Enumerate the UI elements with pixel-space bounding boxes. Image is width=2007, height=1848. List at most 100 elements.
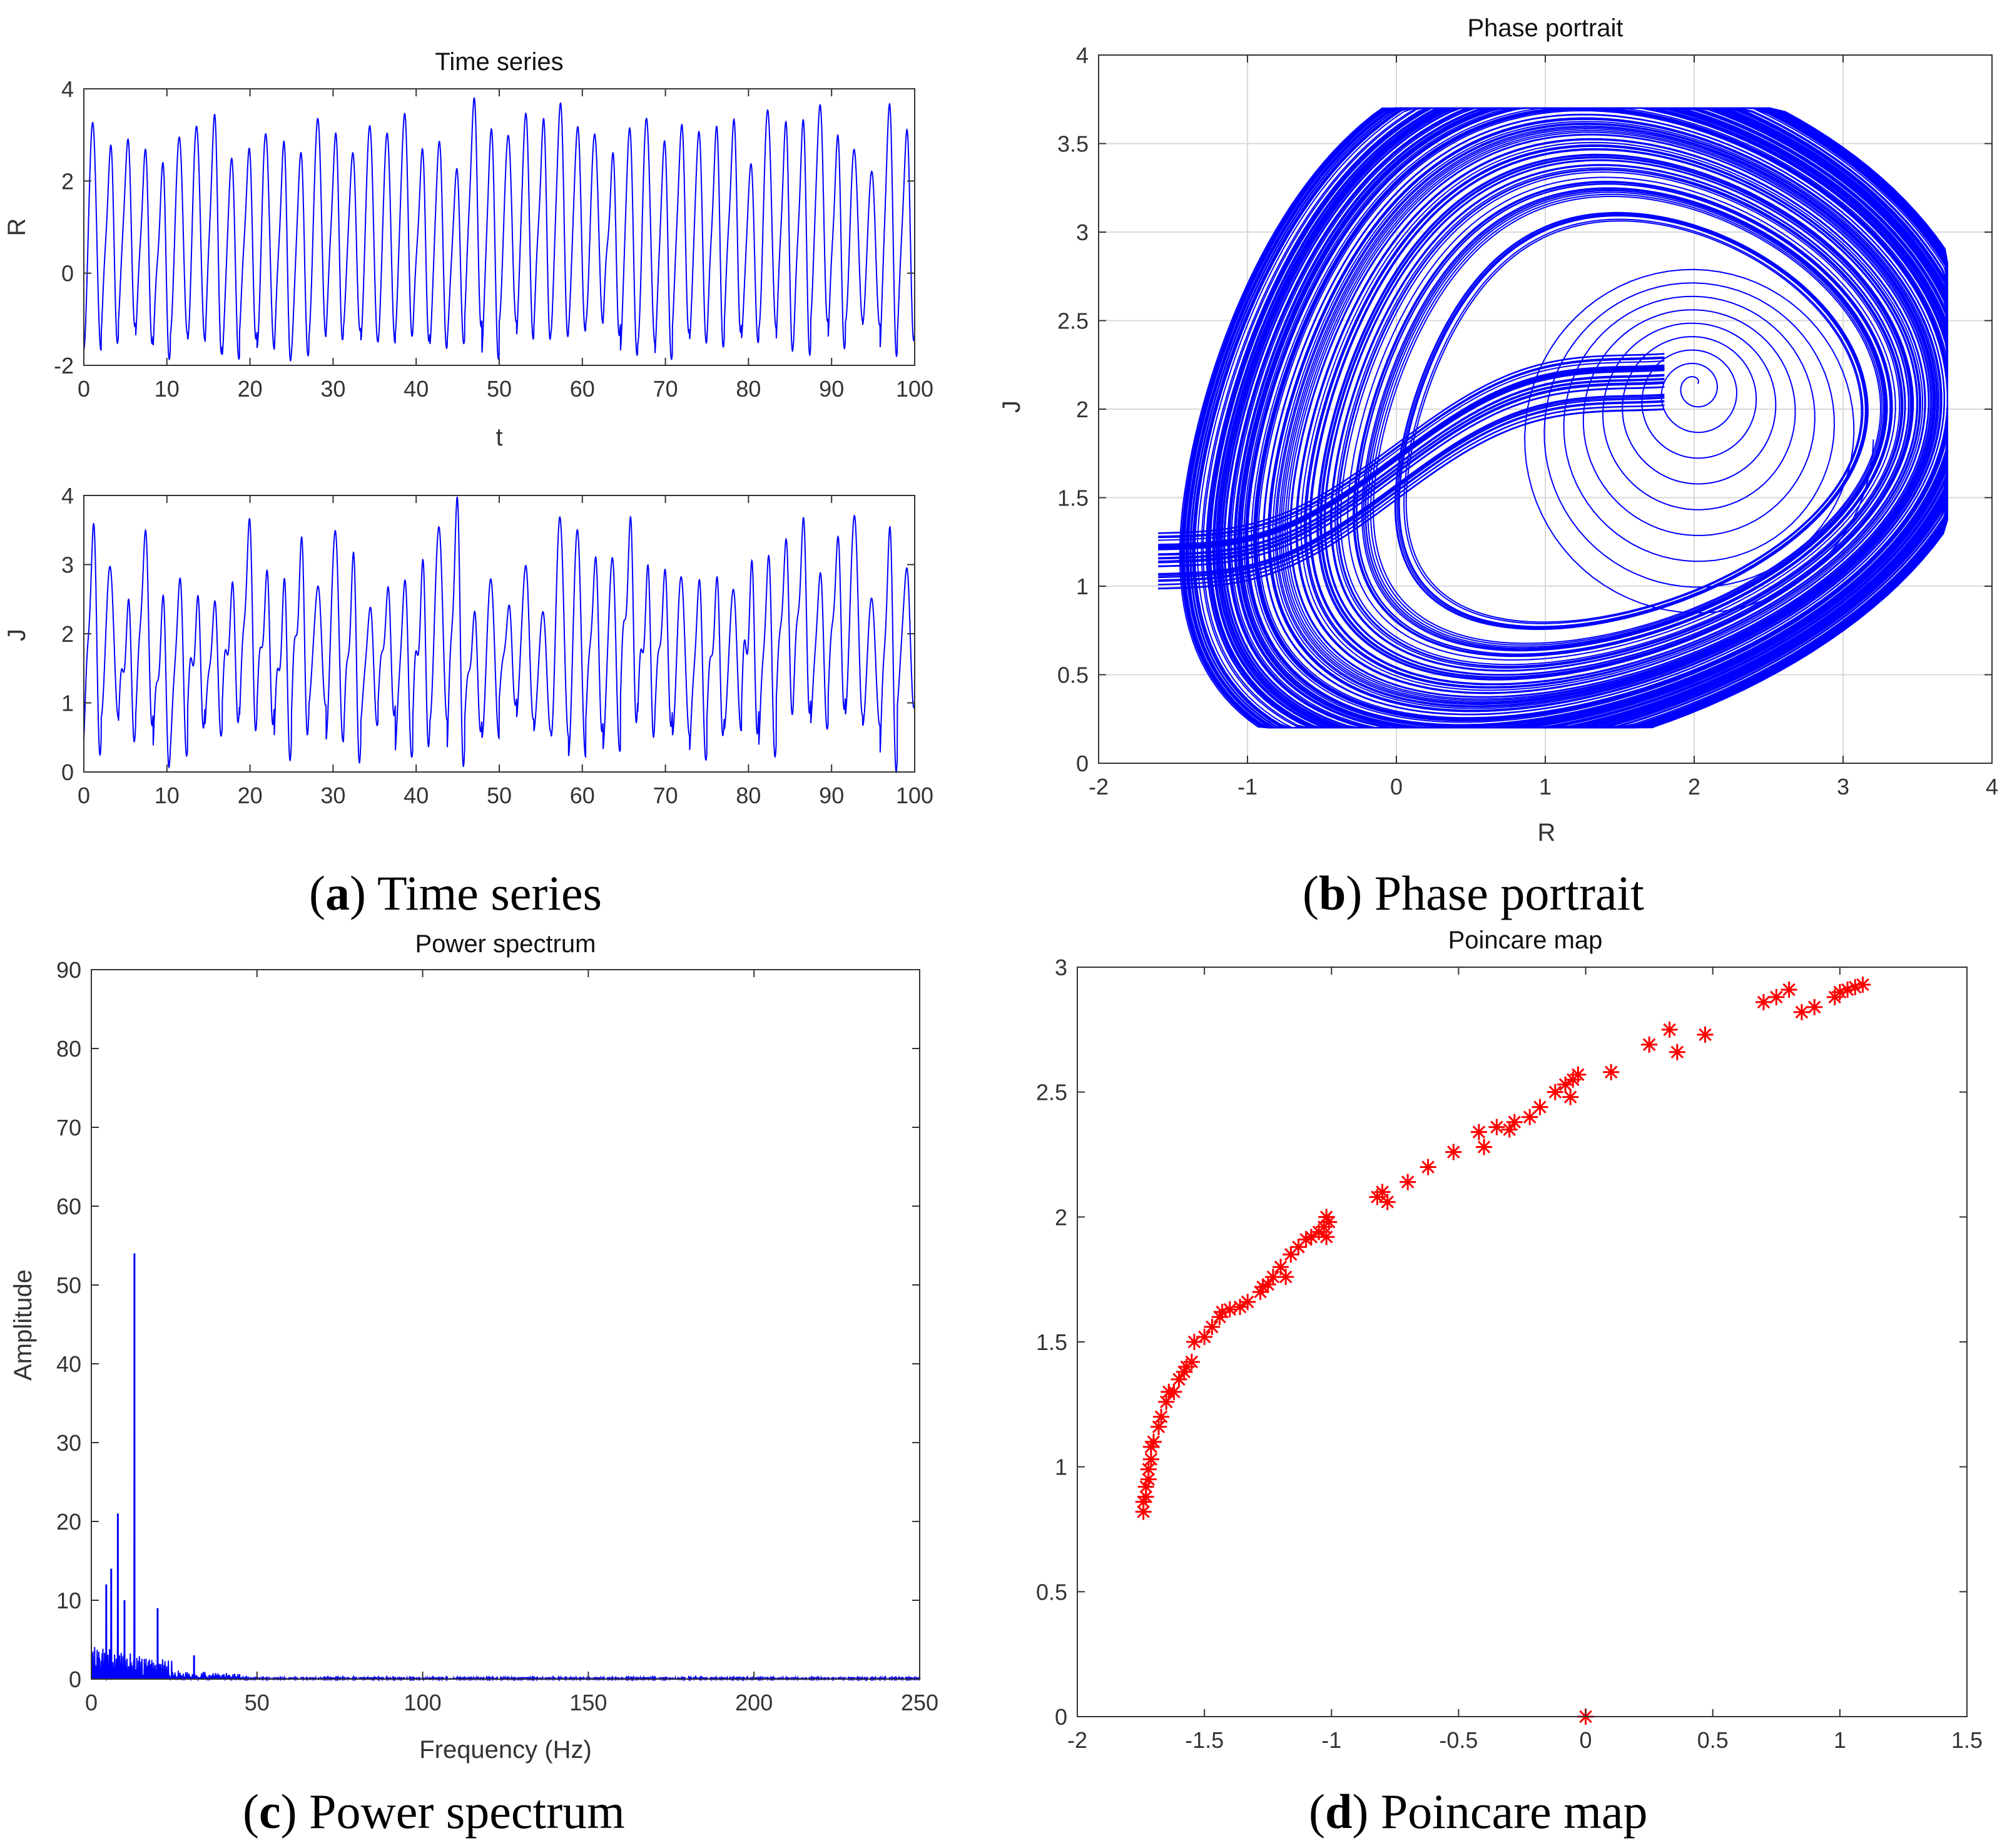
trajectory-band (1158, 400, 1665, 581)
y-tick-label: -2 (54, 353, 74, 378)
x-tick-label: 100 (896, 783, 933, 808)
trajectory-band (1158, 367, 1665, 548)
x-tick-label: 50 (245, 1690, 270, 1715)
trajectory-loop (1231, 107, 1948, 729)
trajectory-loop (1268, 118, 1942, 712)
trajectory-loop (1398, 215, 1866, 627)
y-tick-label: 40 (56, 1351, 81, 1377)
y-axis-label: J (3, 629, 31, 641)
y-tick-label: 3 (61, 552, 74, 578)
plot-frame (91, 969, 920, 1680)
y-tick-label: 1.5 (1036, 1329, 1067, 1355)
trajectory-loop (1296, 138, 1926, 694)
trajectory-loop (1241, 107, 1948, 729)
x-tick-label: 4 (1986, 774, 1998, 800)
plot-frame (1077, 967, 1968, 1717)
trajectory-loop (1242, 107, 1948, 728)
y-tick-label: 3 (1055, 955, 1067, 980)
trajectory-loop (1324, 160, 1909, 676)
series-group (91, 1253, 921, 1682)
caption-text: Power spectrum (297, 1784, 625, 1839)
trajectory-loop (1251, 107, 1948, 723)
poincare-point (1476, 1139, 1493, 1155)
trajectory-band (1158, 387, 1665, 567)
poincare-point (1171, 1371, 1187, 1388)
y-tick-label: 4 (61, 76, 74, 102)
trajectory-band (1158, 382, 1665, 562)
y-axis-label: Amplitude (9, 1269, 37, 1381)
tick-group: -2 -1 0 1 2 3 4 0 0.5 1 1.5 2 2.5 3 3.5 4 (1057, 43, 1998, 800)
poincare-point (1831, 983, 1848, 1000)
y-tick-label: 90 (56, 957, 81, 983)
x-tick-label: -1.5 (1185, 1727, 1224, 1753)
poincare-point (1400, 1174, 1416, 1191)
poincare-point (1755, 993, 1772, 1010)
x-tick-label: -2 (1089, 774, 1109, 800)
trajectory-band (1158, 373, 1665, 555)
poincare-point (1506, 1114, 1523, 1130)
series-line (83, 496, 915, 774)
poincare-point (1186, 1334, 1202, 1350)
trajectory-loop (1274, 122, 1939, 708)
series-group (83, 496, 915, 774)
plot-frame (83, 88, 915, 366)
poincare-point (1204, 1319, 1221, 1336)
trajectory-loop (1353, 181, 1893, 657)
poincare-point (1221, 1301, 1238, 1318)
trajectory-loop (1278, 125, 1936, 706)
x-tick-label: -0.5 (1439, 1727, 1478, 1753)
poincare-point (1379, 1194, 1396, 1211)
trajectory-loop (1363, 188, 1888, 651)
caption-letter: a (325, 866, 350, 920)
caption-c: (c) Power spectrum (243, 1784, 625, 1839)
trajectory-loop (1234, 107, 1948, 729)
chart-title: Time series (435, 48, 563, 76)
y-tick-label: 2 (61, 621, 74, 647)
trajectory-loop (1305, 145, 1921, 688)
y-tick-label: 0 (1076, 751, 1089, 776)
y-tick-label: 1 (1076, 574, 1089, 599)
trajectory-loop (1310, 149, 1918, 685)
x-tick-label: 0 (78, 376, 90, 402)
trajectory-loop (1237, 107, 1948, 729)
poincare-point (1641, 1036, 1658, 1053)
trajectory-band (1158, 397, 1665, 578)
trajectory-loop (1244, 107, 1948, 727)
poincare-point (1445, 1144, 1462, 1160)
trajectory-loop (1252, 107, 1948, 722)
caption-a: (a) Time series (309, 866, 602, 920)
poincare-point (1488, 1119, 1505, 1135)
trajectory-loop (1331, 165, 1906, 671)
caption-letter: d (1325, 1784, 1352, 1839)
poincare-point (1697, 1026, 1714, 1043)
poincare-point (1570, 1066, 1587, 1083)
poincare-point (1839, 981, 1856, 998)
y-tick-label: 4 (1076, 43, 1089, 68)
x-tick-label: 100 (896, 376, 933, 402)
y-tick-label: 4 (61, 483, 74, 509)
time-series-j-chart: J 0 10 20 30 40 50 60 70 80 90 100 0 1 2 3 4 (3, 483, 933, 808)
poincare-point (1151, 1418, 1167, 1435)
trajectory-band (1158, 368, 1665, 549)
caption-text: Poincare map (1368, 1784, 1647, 1839)
x-tick-label: 0 (78, 783, 90, 808)
poincare-point (1781, 981, 1797, 998)
x-tick-label: 80 (736, 376, 761, 402)
trajectory-loop (1339, 171, 1901, 666)
chart-title: Power spectrum (415, 930, 596, 958)
y-tick-label: 20 (56, 1509, 81, 1535)
trajectory-band (1158, 377, 1665, 559)
poincare-point (1768, 988, 1785, 1005)
x-tick-label: 1.5 (1951, 1727, 1983, 1753)
poincare-point (1470, 1124, 1487, 1140)
x-tick-label: 10 (155, 376, 180, 402)
x-tick-label: -1 (1321, 1727, 1341, 1753)
x-tick-label: 0 (1390, 774, 1403, 800)
x-tick-label: 1 (1539, 774, 1552, 800)
tick-group: -2 -1.5 -1 -0.5 0 0.5 1 1.5 0 0.5 1 1.5 2 2.5 3 (1036, 955, 1983, 1753)
trajectory-loop (1395, 212, 1869, 630)
x-tick-label: 70 (653, 783, 678, 808)
trajectory-loop (1398, 215, 1867, 628)
trajectory-loop (1356, 183, 1891, 655)
